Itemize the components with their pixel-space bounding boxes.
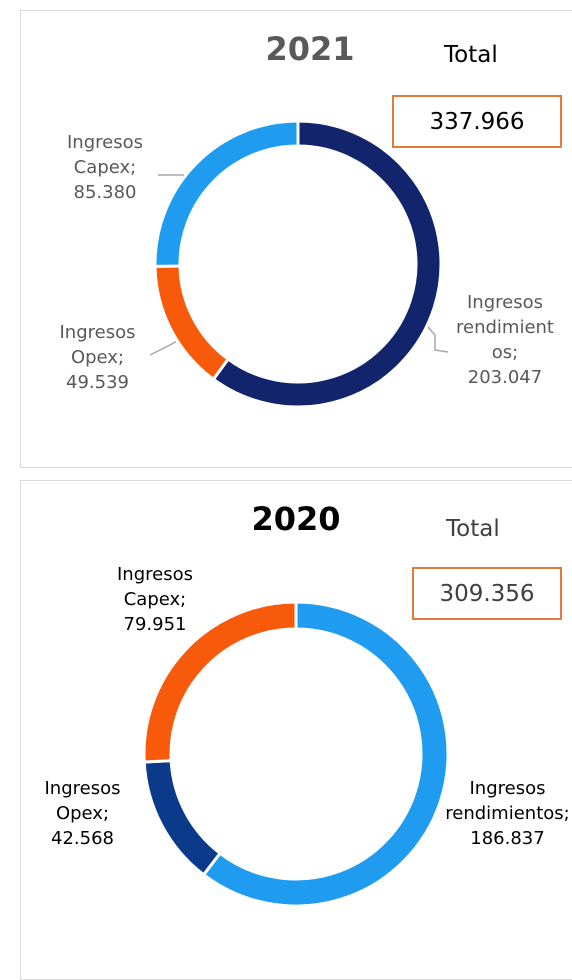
value-label: 85.380 <box>73 182 137 203</box>
category-label: Ingresos rendimientos <box>456 292 554 363</box>
donut-slice <box>142 759 223 877</box>
chart-title: 2021 <box>265 30 355 68</box>
category-label: Ingresos Capex <box>117 564 193 610</box>
data-label: Ingresos rendimientos 186.837 <box>440 776 572 851</box>
data-label: Ingresos Capex 85.380 <box>45 130 165 205</box>
category-label: Ingresos rendimientos <box>445 778 569 824</box>
data-label: Ingresos Opex 49.539 <box>40 320 155 395</box>
data-label: Ingresos rendimientos 203.047 <box>455 290 555 390</box>
total-value: 337.966 <box>429 108 525 135</box>
data-label: Ingresos Opex 42.568 <box>25 776 140 851</box>
category-label: Ingresos Opex <box>45 778 121 824</box>
category-label: Ingresos Opex <box>60 322 136 368</box>
value-label: 49.539 <box>66 372 129 393</box>
total-box: 337.966 <box>392 95 562 148</box>
total-value: 309.356 <box>439 580 535 607</box>
total-label: Total <box>444 42 498 68</box>
panel <box>20 10 572 468</box>
donut-slice <box>153 119 300 268</box>
donut-slice <box>142 600 298 764</box>
total-label: Total <box>446 516 500 542</box>
donut-slice <box>201 600 450 908</box>
value-label: 186.837 <box>470 828 545 849</box>
total-box: 309.356 <box>412 567 562 620</box>
value-label: 79.951 <box>123 614 187 635</box>
value-label: 203.047 <box>467 367 543 388</box>
donut-slice <box>153 264 231 382</box>
data-label: Ingresos Capex 79.951 <box>95 562 215 637</box>
category-label: Ingresos Capex <box>67 132 143 178</box>
value-label: 42.568 <box>51 828 114 849</box>
chart-title: 2020 <box>251 500 341 538</box>
donut-slice <box>211 119 443 409</box>
